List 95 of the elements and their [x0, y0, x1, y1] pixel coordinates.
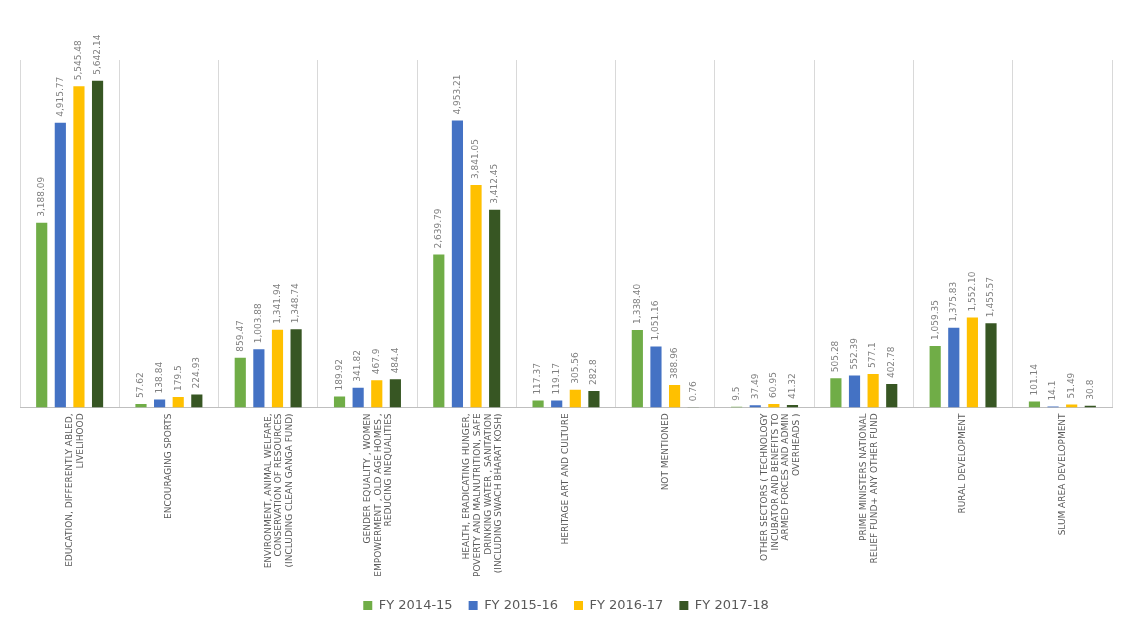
data-label: 60.95 — [768, 372, 779, 398]
data-label: 1,552.10 — [966, 271, 977, 312]
data-label: 3,841.05 — [470, 138, 481, 180]
bar — [36, 222, 48, 408]
data-label: 388.96 — [668, 347, 679, 379]
x-tick-label: RURAL DEVELOPMENT — [957, 412, 968, 514]
data-label: 138.84 — [153, 361, 164, 394]
legend-label: FY 2014-15 — [378, 596, 453, 612]
bar — [631, 329, 643, 408]
bar — [867, 374, 879, 408]
data-label: 552.39 — [848, 337, 859, 370]
bar — [470, 185, 482, 408]
bar — [172, 397, 184, 408]
data-label: 179.5 — [172, 365, 183, 392]
data-label: 5,545.48 — [73, 39, 84, 81]
bar — [669, 384, 681, 408]
x-tick-label: HERITAGE ART AND CULTURE — [560, 413, 571, 545]
data-label: 30.8 — [1084, 379, 1095, 400]
bar — [73, 86, 85, 408]
bar — [389, 379, 401, 408]
data-label: 1,375.83 — [948, 281, 959, 322]
data-label: 1,348.74 — [290, 282, 301, 324]
bar — [191, 394, 203, 408]
data-label: 505.28 — [830, 340, 841, 373]
bar — [54, 122, 66, 408]
bar — [451, 120, 464, 408]
bar — [650, 346, 662, 408]
bar — [1066, 404, 1078, 408]
data-label: 224.93 — [191, 356, 202, 389]
bar — [966, 317, 978, 408]
data-label: 9.5 — [730, 386, 741, 401]
bar — [234, 357, 246, 408]
bar — [489, 209, 501, 408]
data-label: 37.49 — [749, 373, 760, 400]
bar — [135, 404, 147, 408]
data-label: 3,412.45 — [488, 163, 499, 204]
data-label: 117.37 — [532, 363, 543, 395]
bar — [371, 380, 383, 408]
data-label: 1,059.35 — [929, 300, 940, 341]
legend-label: FY 2017-18 — [694, 596, 769, 612]
data-label: 1,455.57 — [985, 277, 996, 318]
bar — [588, 391, 600, 408]
legend-label: FY 2015-16 — [484, 596, 559, 612]
data-label: 402.78 — [886, 346, 897, 379]
bar — [749, 405, 761, 408]
x-tick-label: EDUCATION, DIFFERENTLY ABLED, LIVELIHOOD — [63, 413, 85, 567]
data-label: 1,341.94 — [271, 283, 282, 324]
data-label: 467.9 — [371, 348, 382, 375]
bar — [253, 349, 265, 408]
data-label: 57.62 — [135, 372, 146, 399]
data-label: 305.56 — [569, 351, 580, 384]
data-label: 101.14 — [1028, 363, 1039, 396]
data-label: 14.1 — [1047, 380, 1058, 401]
bar — [433, 254, 445, 408]
data-label: 859.47 — [234, 320, 245, 352]
data-label: 577.1 — [867, 342, 878, 368]
data-label: 282.8 — [588, 359, 599, 386]
bar — [569, 389, 581, 408]
data-label: 484.4 — [389, 347, 400, 374]
x-tick-label: ENCOURAGING SPORTS — [163, 413, 174, 519]
data-label: 5,642.14 — [91, 34, 102, 75]
bar — [948, 327, 960, 408]
legend-label: FY 2016-17 — [589, 596, 664, 612]
data-label: 189.92 — [333, 358, 344, 391]
data-label: 1,338.40 — [631, 283, 642, 324]
data-label: 341.82 — [352, 350, 363, 382]
data-label: 51.49 — [1066, 372, 1077, 399]
bar — [333, 396, 346, 408]
bar — [271, 329, 284, 408]
data-label: 4,915.77 — [54, 76, 65, 117]
data-label: 0.76 — [687, 381, 698, 402]
x-tick-label: GENDER EQUALITY , WOMEN EMPOWERMENT , OLD AGE HOMES , REDUCING INEQUALITIES — [361, 413, 394, 577]
bar — [985, 323, 997, 408]
x-tick-label: NOT MENTIONED — [659, 413, 670, 491]
bar — [352, 387, 364, 408]
data-label: 1,003.88 — [253, 302, 264, 344]
bar — [91, 80, 104, 408]
x-tick-label: ENVIRONMENT, ANIMAL WELFARE, CONSERVATION OF RESOURCES (INCLUDING CLEAN GANGA FUND) — [262, 413, 295, 569]
bar — [886, 384, 898, 408]
data-label: 119.17 — [551, 363, 562, 395]
data-label: 41.32 — [786, 373, 797, 400]
data-label: 2,639.79 — [433, 208, 444, 249]
bar — [848, 375, 861, 408]
bar — [154, 399, 166, 408]
x-tick-label: HEALTH, ERADICATING HUNGER, POVERTY AND MALNUTRITION, SAFE DRINKING WATER , SANITATION (INCLUDING SWACH BHARAT KOSH) — [461, 413, 504, 578]
bar — [830, 378, 842, 408]
x-tick-label: SLUM AREA DEVELOPMENT — [1056, 412, 1067, 536]
data-label: 4,953.21 — [451, 74, 462, 115]
bar — [532, 400, 544, 408]
data-label: 1,051.16 — [650, 300, 661, 341]
bar — [929, 346, 941, 408]
x-tick-label: OTHER SECTORS ( TECHNOLOGY INCUBATOR AND BENEFITS TO ARMED FORCES AND ADMIN OVERHEADS ) — [758, 412, 802, 561]
data-label: 3,188.09 — [36, 176, 47, 217]
bar — [290, 329, 302, 408]
x-tick-label: PRIME MINISTERS NATIONAL RELIEF FUND+ ANY OTHER FUND — [858, 413, 879, 564]
